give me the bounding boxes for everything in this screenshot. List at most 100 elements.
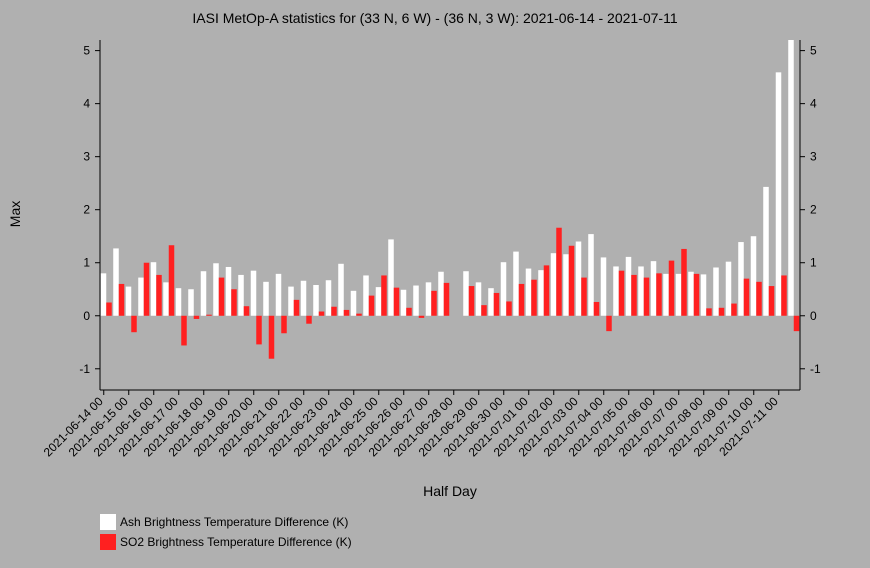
so2-bar-20 xyxy=(356,313,362,316)
ash-bar-7 xyxy=(188,289,194,316)
ash-bar-48 xyxy=(700,274,707,316)
ash-bar-3 xyxy=(138,277,144,316)
legend-item-ash: Ash Brightness Temperature Difference (K… xyxy=(100,512,352,532)
ash-bar-14 xyxy=(275,273,282,316)
ash-bar-0 xyxy=(100,273,107,316)
so2-bar-15 xyxy=(293,299,300,316)
ash-bar-2 xyxy=(125,286,132,316)
ash-bar-21 xyxy=(363,275,369,316)
so2-bar-14 xyxy=(281,315,287,334)
so2-bar-25 xyxy=(418,315,425,318)
legend-label-so2: SO2 Brightness Temperature Difference (K… xyxy=(120,535,352,549)
ash-bar-22 xyxy=(375,287,382,316)
so2-bar-31 xyxy=(493,292,500,316)
ash-bar-42 xyxy=(625,256,632,316)
ash-bar-50 xyxy=(725,261,732,316)
ash-bar-16 xyxy=(300,280,307,316)
ash-bar-46 xyxy=(675,273,682,316)
so2-bar-38 xyxy=(581,277,587,316)
y-tick-label-left-2: 2 xyxy=(83,203,90,217)
so2-bar-50 xyxy=(731,303,737,316)
legend-label-ash: Ash Brightness Temperature Difference (K… xyxy=(120,515,349,529)
so2-bar-42 xyxy=(631,274,637,316)
ash-bar-30 xyxy=(475,282,482,316)
ash-bar-11 xyxy=(238,274,244,316)
ash-bar-1 xyxy=(113,248,119,316)
so2-bar-18 xyxy=(331,306,337,316)
y-tick-label-left-3: 3 xyxy=(83,150,90,164)
y-tick-label-right-0: 0 xyxy=(810,309,817,323)
ash-bar-47 xyxy=(688,271,694,316)
y-tick-label-right-4: 4 xyxy=(810,97,817,111)
ash-bar-6 xyxy=(175,288,182,316)
legend-item-so2: SO2 Brightness Temperature Difference (K… xyxy=(100,532,352,552)
so2-bar-6 xyxy=(181,315,187,346)
so2-bar-46 xyxy=(681,248,687,316)
so2-bar-23 xyxy=(393,287,400,316)
y-tick-label-left-4: 4 xyxy=(83,97,90,111)
ash-bar-53 xyxy=(763,186,769,316)
ash-bar-13 xyxy=(263,281,269,316)
so2-bar-44 xyxy=(656,273,662,316)
legend-swatch-ash xyxy=(100,514,116,530)
so2-bar-13 xyxy=(268,315,275,359)
so2-bar-10 xyxy=(231,289,237,316)
so2-bar-47 xyxy=(693,273,700,316)
ash-bar-24 xyxy=(400,289,407,316)
ash-bar-20 xyxy=(350,290,357,316)
so2-bar-0 xyxy=(106,302,112,316)
so2-bar-5 xyxy=(168,245,175,316)
ash-bar-32 xyxy=(500,262,507,316)
x-axis-label: Half Day xyxy=(423,483,477,499)
so2-bar-29 xyxy=(468,286,475,316)
so2-bar-1 xyxy=(118,283,125,316)
ash-bar-51 xyxy=(738,242,744,316)
so2-bar-17 xyxy=(318,311,325,316)
so2-bar-21 xyxy=(368,295,375,316)
ash-bar-52 xyxy=(750,236,757,316)
chart-title: IASI MetOp-A statistics for (33 N, 6 W) … xyxy=(192,10,677,26)
ash-bar-23 xyxy=(388,239,394,316)
so2-bar-43 xyxy=(643,277,650,316)
y-tick-label-right-3: 3 xyxy=(810,150,817,164)
so2-bar-55 xyxy=(793,315,800,332)
so2-bar-51 xyxy=(743,278,750,316)
so2-bar-34 xyxy=(531,279,537,316)
so2-bar-4 xyxy=(156,274,162,316)
y-tick-label-right-5: 5 xyxy=(810,44,817,58)
y-tick-label-right-1: 1 xyxy=(810,256,817,270)
ash-bar-10 xyxy=(225,266,232,316)
so2-bar-36 xyxy=(556,227,562,316)
ash-bar-55 xyxy=(788,40,794,316)
y-axis-label: Max xyxy=(7,201,23,227)
bars-layer xyxy=(100,40,800,359)
ash-bar-41 xyxy=(613,266,619,316)
so2-bar-41 xyxy=(618,270,625,316)
so2-bar-45 xyxy=(668,260,675,316)
ash-bar-26 xyxy=(425,282,432,316)
so2-bar-22 xyxy=(381,275,387,316)
ash-bar-8 xyxy=(200,271,207,316)
ash-bar-31 xyxy=(488,288,494,316)
ash-bar-5 xyxy=(163,282,169,316)
ash-bar-34 xyxy=(525,268,532,316)
ash-bar-44 xyxy=(650,261,657,316)
so2-bar-8 xyxy=(206,314,212,316)
so2-bar-32 xyxy=(506,301,512,316)
ash-bar-45 xyxy=(663,273,669,316)
ash-bar-18 xyxy=(325,280,332,316)
y-tick-label-left-5: 5 xyxy=(83,44,90,58)
ash-bar-27 xyxy=(438,271,444,316)
y-tick-label-right-2: 2 xyxy=(810,203,817,217)
y-tick-label-left-1: 1 xyxy=(83,256,90,270)
so2-bar-37 xyxy=(568,245,575,316)
ash-bar-4 xyxy=(150,262,157,316)
so2-bar-19 xyxy=(343,309,350,316)
ash-bar-19 xyxy=(338,263,344,316)
so2-bar-49 xyxy=(718,307,725,316)
so2-bar-26 xyxy=(431,290,437,316)
so2-bar-7 xyxy=(193,315,200,319)
